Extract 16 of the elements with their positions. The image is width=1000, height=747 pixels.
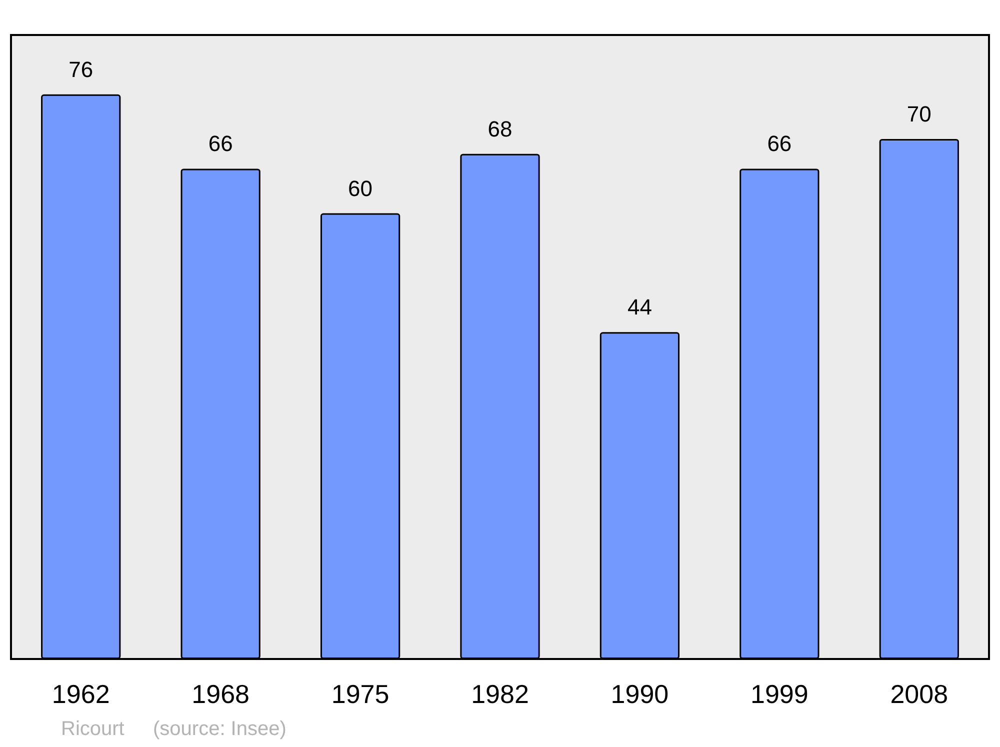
data-label: 60 — [348, 176, 373, 201]
text: (source: Insee) — [153, 718, 286, 740]
data-label: 66 — [767, 131, 792, 156]
data-label: 70 — [906, 102, 932, 126]
x-tick-label: 2008 — [890, 679, 948, 709]
x-tick-label: 1962 — [52, 679, 110, 709]
x-tick-label: 1975 — [331, 679, 390, 709]
x-tick-label: 1968 — [192, 679, 250, 709]
x-tick-label: 1990 — [610, 679, 669, 709]
data-label: 44 — [627, 294, 652, 320]
data-label: 66 — [208, 131, 233, 156]
x-tick-label: 1982 — [471, 679, 529, 709]
text: Ricourt — [61, 718, 125, 740]
x-tick-label: 1999 — [750, 679, 808, 709]
data-label: 76 — [68, 56, 94, 82]
data-label: 68 — [488, 116, 512, 142]
